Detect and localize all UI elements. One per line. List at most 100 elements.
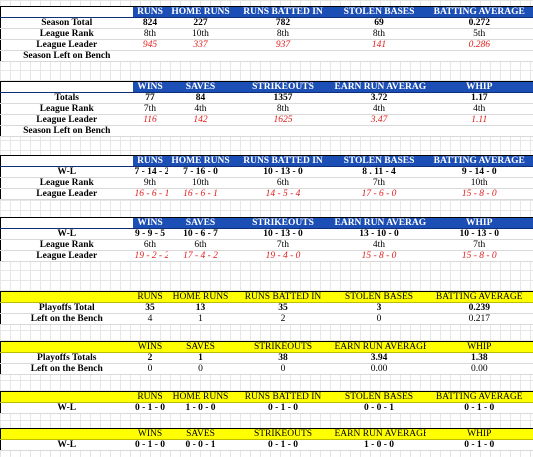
row-label[interactable]: League Rank [0, 239, 133, 251]
row-label[interactable]: League Leader [0, 114, 133, 126]
column-header[interactable]: WHIP [425, 428, 533, 440]
table-cell[interactable]: 9th [132, 177, 168, 189]
row-label[interactable]: Playoffs Total [0, 302, 133, 314]
table-cell[interactable]: 17 - 4 - 2 [167, 250, 234, 262]
row-label[interactable]: Playoffs Totals [0, 352, 133, 364]
table-cell[interactable]: 10th [167, 177, 234, 189]
table-cell[interactable]: 337 [167, 39, 234, 51]
table-cell[interactable]: 4th [332, 239, 426, 251]
table-cell[interactable]: 1.17 [425, 92, 533, 104]
column-header[interactable]: RUNS [132, 291, 168, 303]
table-cell[interactable]: 3 [332, 302, 426, 314]
table-cell[interactable]: 7 - 14 - 2 [132, 166, 168, 178]
table-cell[interactable]: 8th [233, 103, 333, 115]
header-corner-cell[interactable] [0, 155, 133, 167]
row-label[interactable]: Season Total [0, 17, 133, 29]
column-header[interactable]: RUNS BATTED IN [233, 6, 333, 18]
table-cell[interactable]: 0.217 [425, 313, 533, 325]
table-cell[interactable]: 35 [233, 302, 333, 314]
header-corner-cell[interactable] [0, 217, 133, 229]
table-cell[interactable]: 38 [233, 352, 333, 364]
table-cell[interactable]: 19 - 2 - 2 [132, 250, 168, 262]
column-header[interactable]: STOLEN BASES [332, 391, 426, 403]
column-header[interactable]: STRIKEOUTS [233, 341, 333, 353]
header-corner-cell[interactable] [0, 428, 133, 440]
table-cell[interactable]: 0 [167, 363, 234, 375]
table-cell[interactable]: 1.11 [425, 114, 533, 126]
table-cell[interactable]: 1 - 0 - 0 [332, 439, 426, 451]
table-cell[interactable] [233, 50, 333, 62]
table-cell[interactable]: 14 - 5 - 4 [233, 188, 333, 200]
table-cell[interactable]: 116 [132, 114, 168, 126]
table-cell[interactable]: 227 [167, 17, 234, 29]
table-cell[interactable]: 1357 [233, 92, 333, 104]
table-cell[interactable]: 6th [167, 239, 234, 251]
column-header[interactable]: WINS [132, 428, 168, 440]
table-cell[interactable]: 15 - 8 - 0 [425, 188, 533, 200]
table-cell[interactable]: 16 - 6 - 1 [167, 188, 234, 200]
column-header[interactable]: WHIP [425, 341, 533, 353]
table-cell[interactable]: 5th [425, 28, 533, 40]
header-corner-cell[interactable] [0, 81, 133, 93]
column-header[interactable]: WINS [132, 81, 168, 93]
table-cell[interactable]: 3.94 [332, 352, 426, 364]
column-header[interactable]: WHIP [425, 217, 533, 229]
table-cell[interactable]: 13 [167, 302, 234, 314]
column-header[interactable]: EARN RUN AVERAGE [332, 428, 426, 440]
table-cell[interactable] [332, 50, 426, 62]
table-cell[interactable]: 7th [132, 103, 168, 115]
table-cell[interactable]: 1625 [233, 114, 333, 126]
column-header[interactable]: BATTING AVERAGE [425, 6, 533, 18]
row-label[interactable]: League Leader [0, 39, 133, 51]
table-cell[interactable]: 15 - 8 - 0 [332, 250, 426, 262]
column-header[interactable]: BATTING AVERAGE [425, 391, 533, 403]
table-cell[interactable]: 15 - 8 - 0 [425, 250, 533, 262]
row-label[interactable]: Left on the Bench [0, 313, 133, 325]
table-cell[interactable]: 937 [233, 39, 333, 51]
table-cell[interactable] [425, 125, 533, 137]
table-cell[interactable] [132, 125, 168, 137]
column-header[interactable]: STRIKEOUTS [233, 428, 333, 440]
column-header[interactable]: BATTING AVERAGE [425, 291, 533, 303]
column-header[interactable]: SAVES [167, 341, 234, 353]
table-cell[interactable]: 0 - 0 - 1 [167, 439, 234, 451]
column-header[interactable]: RUNS [132, 6, 168, 18]
header-corner-cell[interactable] [0, 291, 133, 303]
table-cell[interactable]: 3.47 [332, 114, 426, 126]
table-cell[interactable]: 9 - 14 - 0 [425, 166, 533, 178]
table-cell[interactable] [332, 125, 426, 137]
table-cell[interactable]: 0 - 1 - 0 [425, 402, 533, 414]
column-header[interactable]: EARN RUN AVERAGE [332, 341, 426, 353]
table-cell[interactable]: 6th [233, 177, 333, 189]
column-header[interactable]: HOME RUNS [167, 6, 234, 18]
table-cell[interactable]: 0 [233, 363, 333, 375]
table-cell[interactable]: 6th [132, 239, 168, 251]
table-cell[interactable]: 7 - 16 - 0 [167, 166, 234, 178]
table-cell[interactable]: 0.272 [425, 17, 533, 29]
table-cell[interactable] [167, 125, 234, 137]
table-cell[interactable]: 2 [132, 352, 168, 364]
table-cell[interactable]: 4th [425, 103, 533, 115]
column-header[interactable]: STOLEN BASES [332, 6, 426, 18]
table-cell[interactable]: 19 - 4 - 0 [233, 250, 333, 262]
column-header[interactable]: BATTING AVERAGE [425, 155, 533, 167]
column-header[interactable]: WINS [132, 217, 168, 229]
table-cell[interactable]: 2 [233, 313, 333, 325]
table-cell[interactable]: 8th [132, 28, 168, 40]
column-header[interactable]: RUNS BATTED IN [233, 391, 333, 403]
table-cell[interactable]: 0 - 1 - 0 [233, 439, 333, 451]
table-cell[interactable] [425, 50, 533, 62]
column-header[interactable]: STRIKEOUTS [233, 81, 333, 93]
table-cell[interactable]: 945 [132, 39, 168, 51]
header-corner-cell[interactable] [0, 341, 133, 353]
column-header[interactable]: WINS [132, 341, 168, 353]
table-cell[interactable]: 10 - 13 - 0 [233, 228, 333, 240]
column-header[interactable]: RUNS BATTED IN [233, 291, 333, 303]
column-header[interactable]: EARN RUN AVERAGE [332, 81, 426, 93]
column-header[interactable]: WHIP [425, 81, 533, 93]
table-cell[interactable]: 141 [332, 39, 426, 51]
table-cell[interactable]: 3.72 [332, 92, 426, 104]
table-cell[interactable]: 8th [332, 28, 426, 40]
header-corner-cell[interactable] [0, 6, 133, 18]
table-cell[interactable]: 782 [233, 17, 333, 29]
